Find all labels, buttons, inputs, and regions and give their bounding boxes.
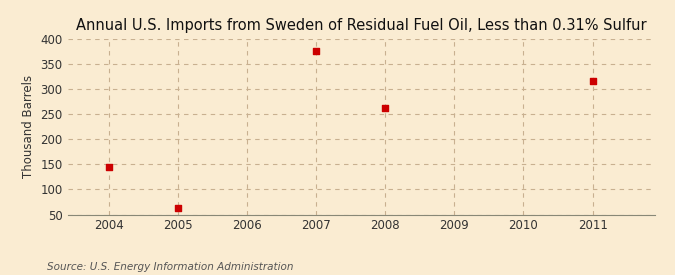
Point (173, 206, 184, 210)
Title: Annual U.S. Imports from Sweden of Residual Fuel Oil, Less than 0.31% Sulfur: Annual U.S. Imports from Sweden of Resid… (76, 18, 647, 33)
Point (310, 49, 321, 53)
Y-axis label: Thousand Barrels: Thousand Barrels (22, 75, 35, 178)
Point (587, 79, 598, 83)
Point (380, 106, 391, 110)
Text: Source: U.S. Energy Information Administration: Source: U.S. Energy Information Administ… (47, 262, 294, 272)
Point (103, 165, 114, 169)
